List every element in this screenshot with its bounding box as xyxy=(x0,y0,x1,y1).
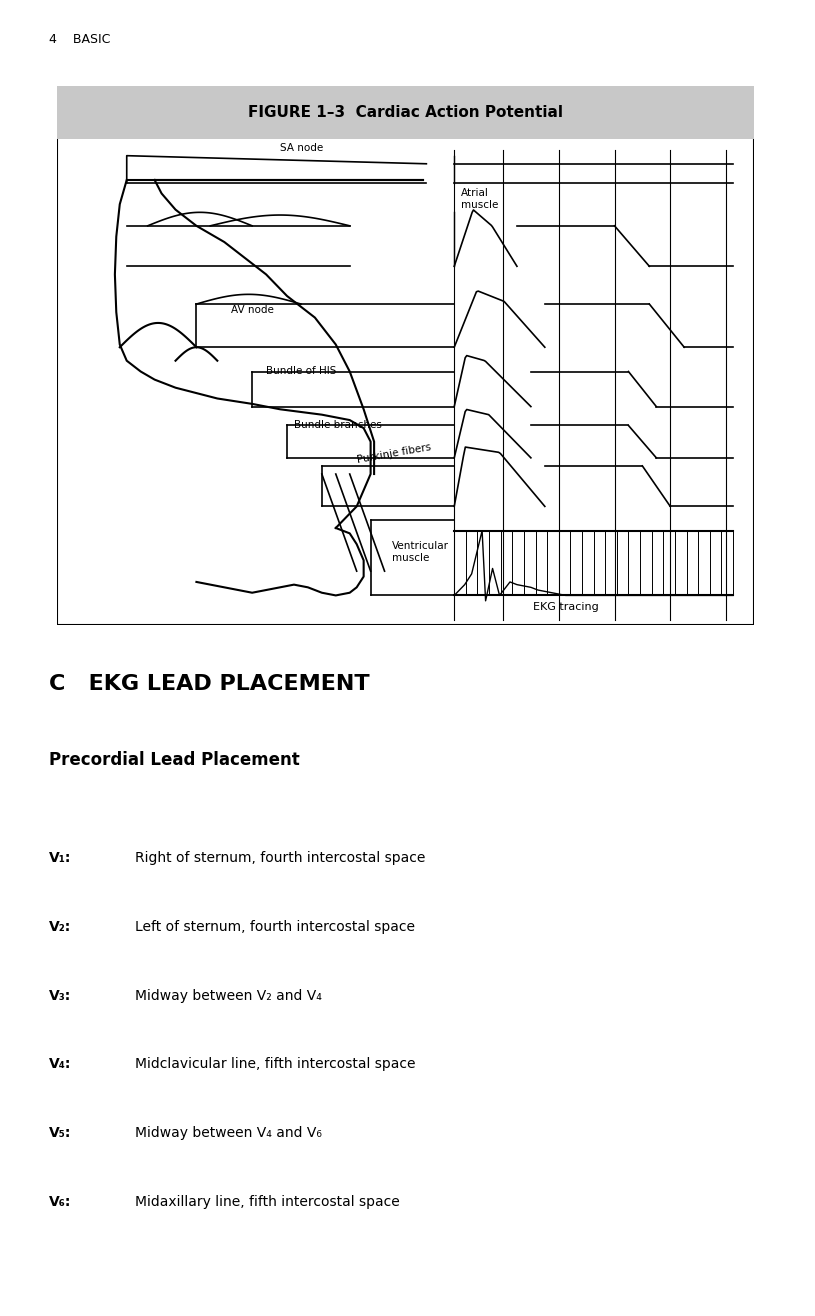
Text: Midclavicular line, fifth intercostal space: Midclavicular line, fifth intercostal sp… xyxy=(135,1057,416,1071)
Text: V₁:: V₁: xyxy=(49,851,71,865)
Text: V₄:: V₄: xyxy=(49,1057,71,1071)
Text: Precordial Lead Placement: Precordial Lead Placement xyxy=(49,751,300,769)
Text: V₂:: V₂: xyxy=(49,920,71,933)
Text: SA node: SA node xyxy=(280,143,324,153)
Text: Atrial
muscle: Atrial muscle xyxy=(461,188,499,209)
Text: C   EKG LEAD PLACEMENT: C EKG LEAD PLACEMENT xyxy=(49,674,369,695)
Text: Left of sternum, fourth intercostal space: Left of sternum, fourth intercostal spac… xyxy=(135,920,415,933)
Text: Midway between V₂ and V₄: Midway between V₂ and V₄ xyxy=(135,988,322,1003)
Text: Midway between V₄ and V₆: Midway between V₄ and V₆ xyxy=(135,1126,322,1140)
Text: Ventricular
muscle: Ventricular muscle xyxy=(391,541,448,563)
Text: Purkinje fibers: Purkinje fibers xyxy=(357,442,433,465)
Text: Bundle branches: Bundle branches xyxy=(294,420,382,430)
Text: Midaxillary line, fifth intercostal space: Midaxillary line, fifth intercostal spac… xyxy=(135,1195,399,1209)
Text: AV node: AV node xyxy=(231,305,274,315)
Text: 4    BASIC: 4 BASIC xyxy=(49,33,110,46)
Text: FIGURE 1–3  Cardiac Action Potential: FIGURE 1–3 Cardiac Action Potential xyxy=(248,105,563,120)
Text: V₃:: V₃: xyxy=(49,988,71,1003)
Bar xyxy=(57,86,754,139)
Text: EKG tracing: EKG tracing xyxy=(533,601,598,612)
Text: V₆:: V₆: xyxy=(49,1195,71,1209)
Text: Bundle of HIS: Bundle of HIS xyxy=(267,366,337,376)
Text: V₅:: V₅: xyxy=(49,1126,71,1140)
Text: Right of sternum, fourth intercostal space: Right of sternum, fourth intercostal spa… xyxy=(135,851,425,865)
